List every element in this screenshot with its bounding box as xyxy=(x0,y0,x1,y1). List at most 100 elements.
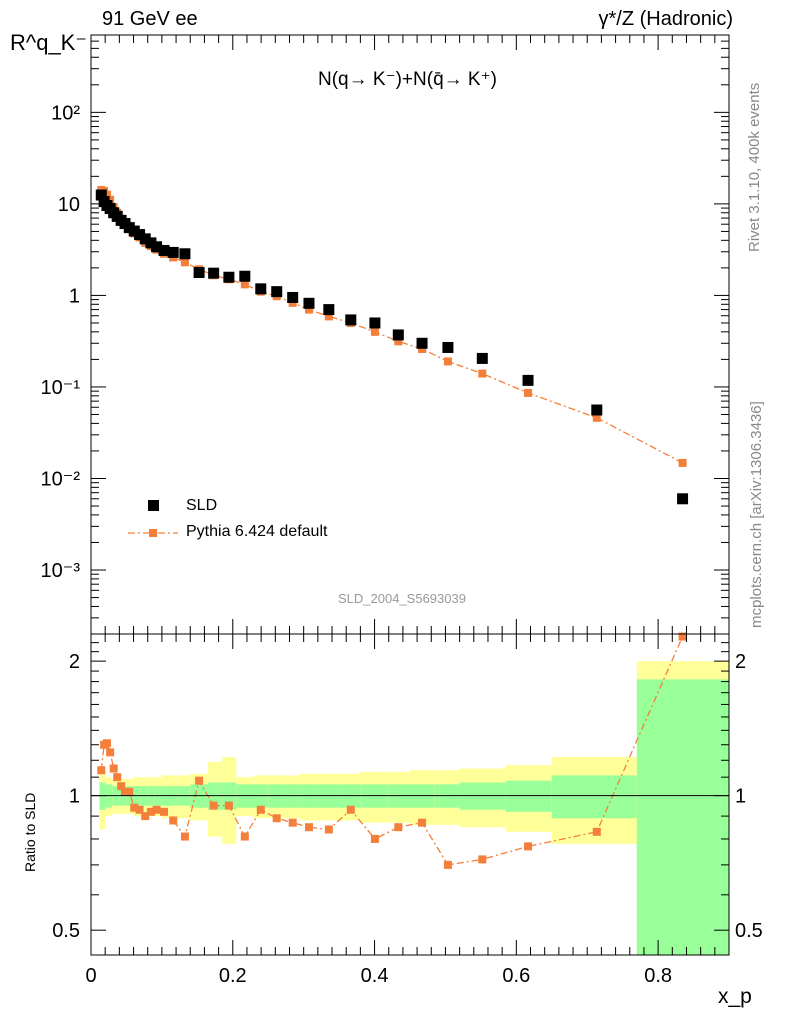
ratio-point xyxy=(97,766,106,775)
ratio-point xyxy=(346,805,355,814)
ratio-point xyxy=(141,812,150,821)
sld-point xyxy=(208,267,220,279)
ratio-point xyxy=(146,807,155,816)
sld-point xyxy=(255,283,267,295)
ratio-point xyxy=(288,818,297,827)
sld-point xyxy=(522,374,534,386)
pythia-point xyxy=(240,280,249,289)
ratio-point xyxy=(224,801,233,810)
legend-marker-sld xyxy=(148,500,159,511)
sld-point xyxy=(677,493,689,505)
y-axis-title-top: R^q_K⁻ xyxy=(10,30,87,55)
rivet-label: Rivet 3.1.10, 400k events xyxy=(746,82,763,252)
ratio-uncertainty-bands xyxy=(99,661,729,955)
y-tick-label: 10⁻¹ xyxy=(41,377,81,399)
ratio-point xyxy=(240,832,249,841)
ratio-point xyxy=(180,832,189,841)
y-axis-title-ratio: Ratio to SLD xyxy=(22,792,38,872)
sld-point xyxy=(442,341,454,353)
ratio-y-tick-label-left: 0.5 xyxy=(52,920,80,942)
ratio-point xyxy=(121,787,130,796)
ratio-point xyxy=(592,827,601,836)
pythia-point xyxy=(324,312,333,321)
sld-point xyxy=(167,246,179,258)
x-tick-label: 0.2 xyxy=(219,965,247,987)
ratio-point xyxy=(125,787,134,796)
ratio-point xyxy=(106,748,115,757)
analysis-label: SLD_2004_S5693039 xyxy=(338,591,466,606)
x-tick-label: 0 xyxy=(85,965,96,987)
ratio-point xyxy=(443,860,452,869)
sld-point xyxy=(476,352,488,364)
pythia-point xyxy=(678,458,687,467)
ratio-y-tick-label-left: 2 xyxy=(69,651,80,673)
pythia-point xyxy=(478,369,487,378)
ratio-point xyxy=(113,773,122,782)
ratio-band-inner xyxy=(636,679,729,955)
ratio-band-inner xyxy=(551,775,637,819)
legend xyxy=(128,500,178,537)
process-label: γ*/Z (Hadronic) xyxy=(598,8,733,30)
pythia-point xyxy=(592,413,601,422)
ratio-point xyxy=(160,807,169,816)
ratio-point xyxy=(478,855,487,864)
sld-point xyxy=(323,304,335,316)
sld-point xyxy=(151,241,163,253)
chart-title: N(q→ K⁻)+N(q̄→ K⁺) xyxy=(318,69,497,90)
sld-point xyxy=(223,271,235,283)
ratio-point xyxy=(102,739,111,748)
ratio-y-tick-label-right: 2 xyxy=(735,651,746,673)
sld-point xyxy=(145,237,157,249)
sld-point xyxy=(134,229,146,241)
sld-point xyxy=(369,317,381,329)
ratio-point xyxy=(272,814,281,823)
ratio-point xyxy=(394,823,403,832)
sld-point xyxy=(139,233,151,245)
pythia-point xyxy=(102,190,111,199)
ratio-y-tick-label-left: 1 xyxy=(69,786,80,808)
ratio-point xyxy=(418,818,427,827)
y-tick-label: 10² xyxy=(51,102,80,124)
sld-series xyxy=(95,189,689,505)
ratio-point xyxy=(209,801,218,810)
pythia-point xyxy=(304,305,313,314)
sld-point xyxy=(345,314,357,326)
pythia-point xyxy=(524,388,533,397)
energy-label: 91 GeV ee xyxy=(102,8,198,30)
sld-point xyxy=(392,329,404,341)
ratio-y-tick-label-right: 0.5 xyxy=(735,920,763,942)
ratio-point xyxy=(169,816,178,825)
legend-marker-pythia xyxy=(149,529,157,537)
legend-label-pythia: Pythia 6.424 default xyxy=(186,523,328,540)
sld-point xyxy=(303,297,315,309)
y-tick-label: 10⁻² xyxy=(41,468,81,490)
y-tick-label: 1 xyxy=(69,285,80,307)
pythia-point xyxy=(106,195,115,204)
pythia-point xyxy=(180,258,189,267)
pythia-point xyxy=(370,327,379,336)
ratio-point xyxy=(152,805,161,814)
y-tick-label: 10⁻³ xyxy=(41,560,81,582)
ratio-series xyxy=(97,632,687,869)
pythia-point xyxy=(394,337,403,346)
ratio-point xyxy=(109,764,118,773)
x-tick-label: 0.8 xyxy=(644,965,672,987)
ratio-point xyxy=(678,632,687,641)
sld-point xyxy=(95,189,107,201)
ratio-point xyxy=(304,823,313,832)
ratio-point xyxy=(135,805,144,814)
legend-label-sld: SLD xyxy=(186,497,218,514)
ratio-point xyxy=(117,782,126,791)
axes-frames: 10⁻³ 10⁻² 10⁻¹ 1 10 10² 0.5 0.5 1 1 2 2 0 0.2 0.4 0.6 0.… xyxy=(41,34,763,987)
x-tick-label: 0.6 xyxy=(502,965,530,987)
sld-point xyxy=(179,248,191,260)
ratio-y-tick-label-right: 1 xyxy=(735,786,746,808)
ratio-point xyxy=(256,805,265,814)
ratio-panel-frame xyxy=(90,633,730,956)
ratio-point xyxy=(370,834,379,843)
ratio-point xyxy=(130,803,139,812)
sld-point xyxy=(239,270,251,282)
ratio-point xyxy=(324,825,333,834)
x-axis-title: x_p xyxy=(718,985,752,1008)
